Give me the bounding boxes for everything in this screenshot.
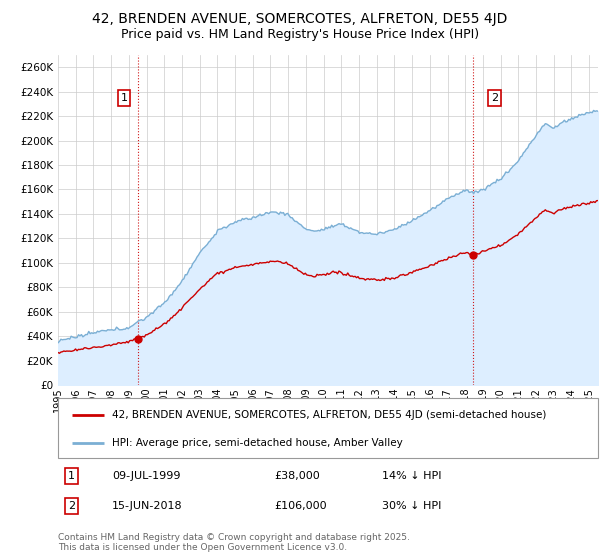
Text: 2: 2 xyxy=(68,501,75,511)
Text: 09-JUL-1999: 09-JUL-1999 xyxy=(112,471,181,481)
Text: 15-JUN-2018: 15-JUN-2018 xyxy=(112,501,182,511)
Text: HPI: Average price, semi-detached house, Amber Valley: HPI: Average price, semi-detached house,… xyxy=(112,438,403,448)
FancyBboxPatch shape xyxy=(58,398,598,458)
Text: £106,000: £106,000 xyxy=(274,501,326,511)
Text: 1: 1 xyxy=(68,471,75,481)
Text: £38,000: £38,000 xyxy=(274,471,320,481)
Text: Contains HM Land Registry data © Crown copyright and database right 2025.
This d: Contains HM Land Registry data © Crown c… xyxy=(58,533,410,552)
Text: 42, BRENDEN AVENUE, SOMERCOTES, ALFRETON, DE55 4JD: 42, BRENDEN AVENUE, SOMERCOTES, ALFRETON… xyxy=(92,12,508,26)
Text: 14% ↓ HPI: 14% ↓ HPI xyxy=(382,471,442,481)
Text: 1: 1 xyxy=(121,93,128,103)
Text: 30% ↓ HPI: 30% ↓ HPI xyxy=(382,501,442,511)
Text: 2: 2 xyxy=(491,93,498,103)
Text: Price paid vs. HM Land Registry's House Price Index (HPI): Price paid vs. HM Land Registry's House … xyxy=(121,28,479,41)
Text: 42, BRENDEN AVENUE, SOMERCOTES, ALFRETON, DE55 4JD (semi-detached house): 42, BRENDEN AVENUE, SOMERCOTES, ALFRETON… xyxy=(112,410,547,420)
